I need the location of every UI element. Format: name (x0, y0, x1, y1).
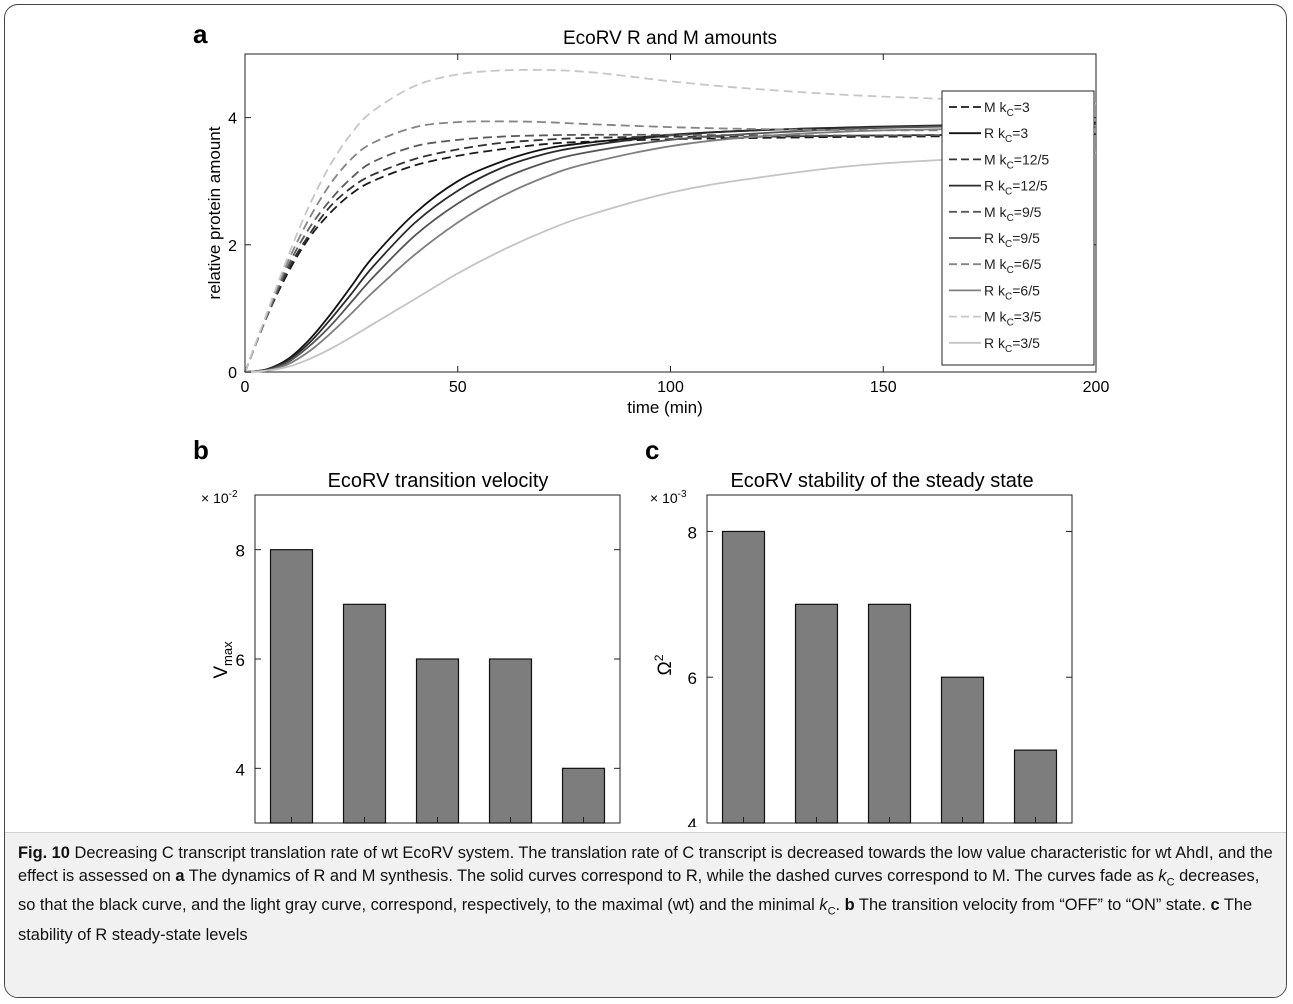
panel-a-letter: a (193, 19, 208, 49)
panel-c-letter: c (645, 435, 659, 465)
y-tick-label: 2 (228, 238, 237, 255)
series-line-2 (244, 133, 1097, 373)
figure-caption: Fig. 10 Decreasing C transcript translat… (18, 842, 1273, 947)
legend-label: R kC=6/5 (984, 282, 1040, 302)
series-line-8 (244, 68, 1097, 373)
panel-c-bars (721, 530, 1058, 824)
x-tick-label: 0 (241, 379, 250, 396)
series-line-6 (244, 120, 1097, 373)
caption-text-3: decreases, so that the black curve, and … (18, 867, 1260, 915)
panel-b-letter: b (193, 435, 209, 465)
y-tick-label: 4 (228, 111, 237, 128)
legend-label: M kC=3/5 (984, 309, 1042, 329)
caption-text-2: The dynamics of R and M synthesis. The s… (184, 867, 1159, 885)
legend-label: M kC=9/5 (984, 204, 1042, 224)
legend-label: M kC=6/5 (984, 256, 1042, 276)
bar-9-5 (867, 603, 912, 824)
bar-6-5 (488, 658, 533, 824)
series-line-0 (244, 134, 1097, 373)
x-tick-label: 150 (870, 379, 897, 396)
figure-canvas: a b c EcoRV R and M amounts EcoRV transi… (193, 19, 1110, 880)
caption-text-5: The transition velocity from “OFF” to “O… (854, 896, 1211, 915)
series-line-5 (244, 123, 1097, 373)
figure-caption-box: Fig. 10 Decreasing C transcript translat… (5, 832, 1286, 997)
bar-6-5 (940, 676, 985, 824)
panel-a-legend: M kC=3 R kC=3 M kC=12/5 R kC=12/5 M kC=9/5 R … (941, 90, 1095, 366)
panel-c-multiplier: × 10-3 (650, 489, 687, 506)
y-tick-label: 6 (236, 651, 245, 670)
bar-3 (721, 530, 766, 824)
bar-3-5 (561, 767, 606, 824)
legend-label: R kC=12/5 (984, 178, 1048, 198)
panel-a-title: EcoRV R and M amounts (563, 28, 777, 49)
caption-text-1: Decreasing C transcript translation rate… (18, 844, 1273, 885)
panel-b-title: EcoRV transition velocity (328, 470, 549, 492)
bar-3-5 (1013, 749, 1058, 824)
panel-c-y-ticks: 4 6 8 (688, 523, 1072, 834)
panel-a-x-ticks: 0 50 100 150 200 (241, 54, 1110, 396)
panel-c-title: EcoRV stability of the steady state (730, 470, 1033, 492)
y-tick-label: 8 (688, 523, 697, 542)
legend-label: R kC=9/5 (984, 230, 1040, 250)
bar-12-5 (342, 603, 387, 824)
x-tick-label: 50 (449, 379, 467, 396)
y-tick-label: 6 (688, 669, 697, 688)
caption-kc-1: kC (1158, 867, 1175, 889)
x-tick-label: 100 (657, 379, 684, 396)
caption-text-4: . (835, 896, 845, 915)
caption-kc-2: kC (819, 896, 836, 918)
panel-b-multiplier: × 10-2 (201, 489, 238, 506)
legend-label: M kC=3 (984, 99, 1030, 119)
x-tick-label: 200 (1083, 379, 1110, 396)
y-tick-label: 8 (236, 542, 245, 561)
caption-label: Fig. 10 (18, 844, 70, 862)
panel-a-x-axis-label: time (min) (627, 398, 703, 417)
caption-a: a (175, 867, 185, 885)
series-line-9 (244, 151, 1097, 373)
panel-b-bar-chart: 468 312/59/56/53/5kC × 10-2 Vmax (201, 489, 621, 880)
panel-c-bar-chart: 468 312/59/56/53/5kC × 10-3 Ω2 (650, 489, 1073, 880)
y-tick-label: 4 (236, 760, 245, 779)
panel-a-line-chart: 0 50 100 150 200 0 2 4 M kC=3 R kC=3 M kC=12/5 R … (205, 53, 1110, 417)
panel-b-bars (269, 549, 606, 824)
bar-9-5 (415, 658, 460, 824)
caption-b: b (844, 896, 855, 915)
figure-frame: a b c EcoRV R and M amounts EcoRV transi… (4, 4, 1287, 998)
panel-b-y-axis-label: Vmax (211, 641, 235, 679)
panel-a-curves (244, 68, 1097, 373)
bar-3 (269, 549, 314, 824)
bar-12-5 (794, 603, 839, 824)
panel-b-y-ticks: 4 6 8 (236, 542, 620, 779)
legend-label: R kC=3/5 (984, 335, 1040, 355)
panel-c-y-axis-label: Ω2 (652, 654, 676, 675)
caption-c: c (1210, 896, 1220, 915)
legend-box (941, 90, 1095, 366)
series-line-7 (244, 126, 1097, 373)
legend-label: R kC=3 (984, 125, 1028, 145)
panel-a-y-axis-label: relative protein amount (205, 126, 224, 299)
y-tick-label: 4 (688, 815, 697, 827)
y-tick-label: 0 (228, 365, 237, 382)
caption-text-6: The stability of R steady-state levels (18, 896, 1253, 944)
legend-label: M kC=12/5 (984, 151, 1049, 171)
